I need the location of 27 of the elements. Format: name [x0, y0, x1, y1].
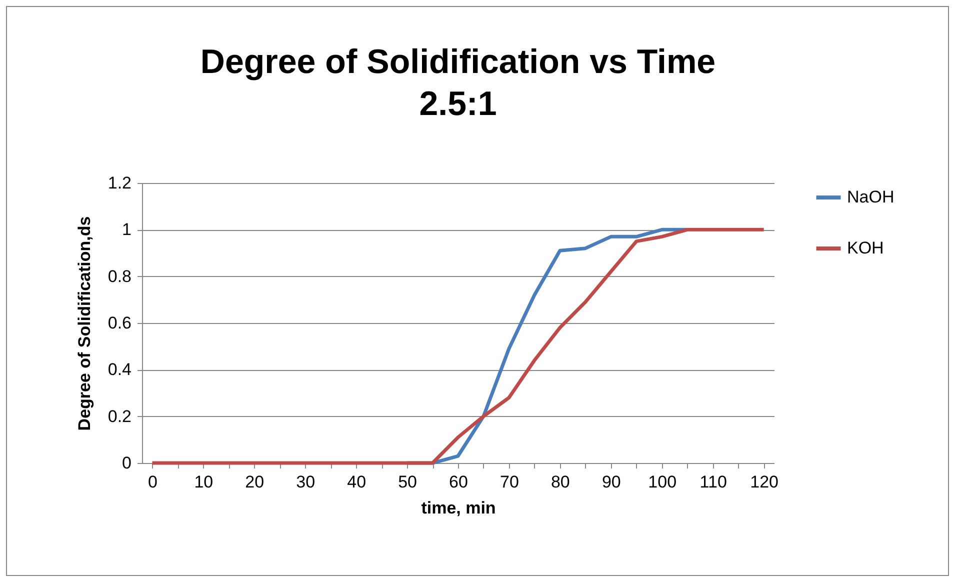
x-tick-label: 120	[750, 472, 778, 492]
x-tick-label: 100	[648, 472, 677, 492]
y-tick-label: 0.2	[108, 406, 132, 426]
y-tick-label: 0	[122, 454, 132, 472]
y-tick-label: 0.6	[108, 314, 132, 332]
x-tick-label: 70	[500, 472, 519, 492]
x-tick-label: 20	[245, 472, 264, 492]
y-tick-label: 1	[122, 220, 132, 240]
x-tick-label: 110	[700, 472, 727, 492]
x-tick-label: 90	[602, 472, 621, 492]
legend-label: KOH	[847, 238, 884, 258]
x-tick-label: 30	[296, 472, 316, 492]
y-axis-title: Degree of Solidification,ds	[74, 216, 94, 431]
legend-label: NaOH	[847, 188, 894, 206]
y-tick-label: 0.8	[108, 266, 132, 286]
line-series	[150, 228, 766, 465]
y-tick-label: 1.2	[108, 174, 132, 192]
x-tick-label: 80	[550, 472, 570, 492]
x-tick-label: 60	[449, 472, 468, 492]
x-tick-label: 10	[194, 472, 214, 492]
x-tick-label: 50	[398, 472, 417, 492]
chart-subtitle: 2.5:1	[419, 85, 497, 123]
chart-title: Degree of Solidification vs Time	[200, 43, 716, 81]
x-tick-label: 0	[148, 472, 158, 492]
x-axis-title: time, min	[421, 498, 496, 518]
y-tick-label: 0.4	[108, 360, 132, 380]
x-tick-label: 40	[347, 472, 366, 492]
